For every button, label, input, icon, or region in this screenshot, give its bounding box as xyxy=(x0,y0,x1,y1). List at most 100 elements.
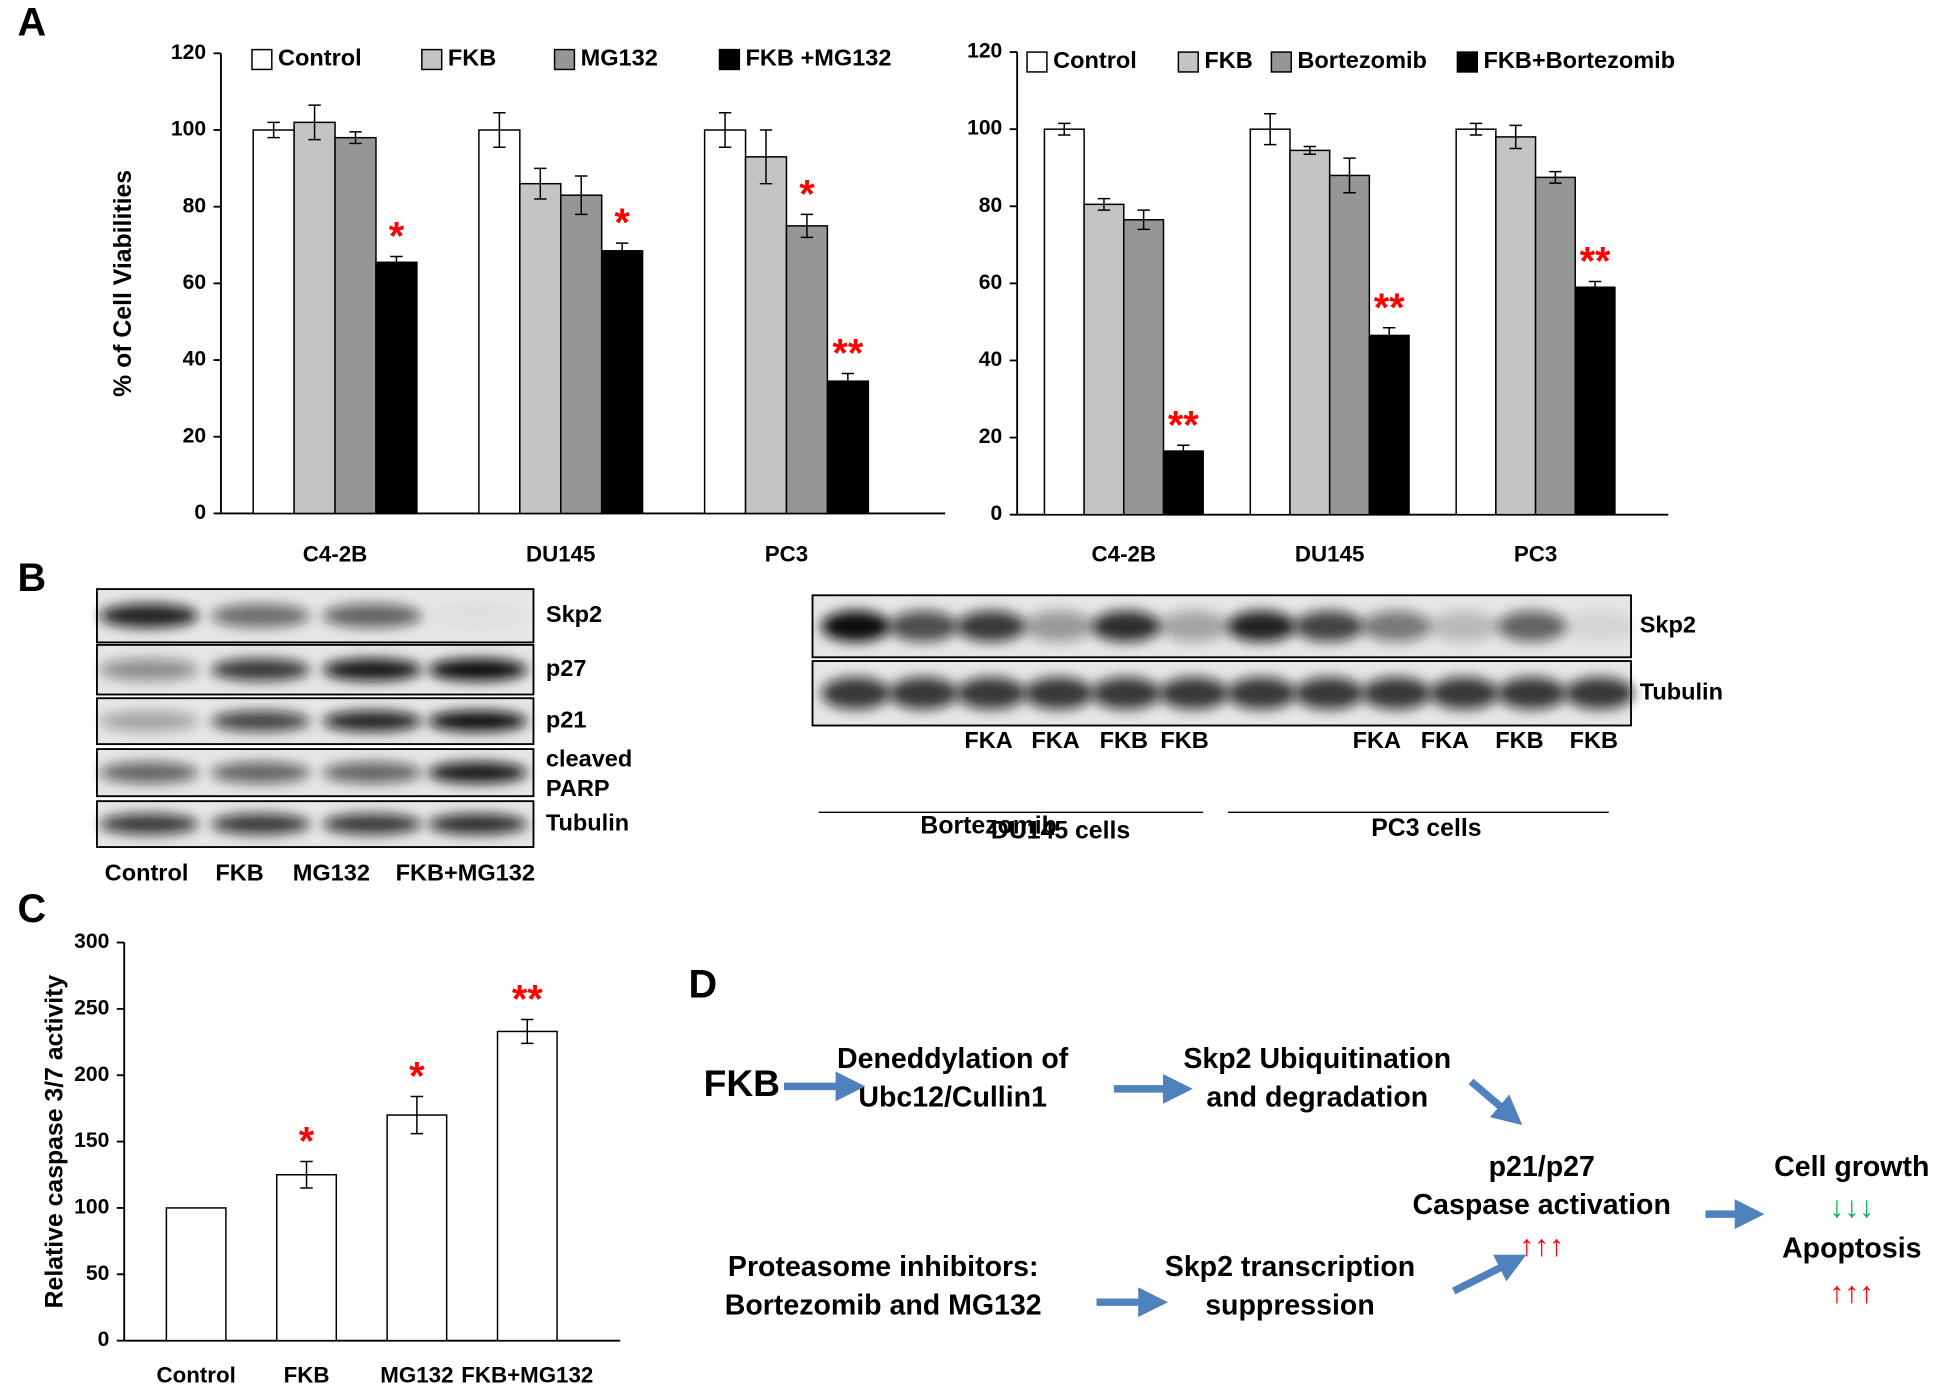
bar xyxy=(1289,149,1331,516)
bar xyxy=(1534,176,1576,516)
y-tick-label: 120 xyxy=(967,40,1002,63)
bar xyxy=(386,1114,448,1342)
blot-band xyxy=(1159,610,1229,642)
bar xyxy=(1249,128,1291,516)
x-tick-label: DU145 xyxy=(1295,541,1364,566)
blot-lane-label: Control xyxy=(105,860,189,886)
bar xyxy=(600,250,644,515)
y-tick-label: 40 xyxy=(979,348,1002,371)
bar xyxy=(165,1207,227,1342)
blot-band xyxy=(1159,677,1229,710)
blot-band xyxy=(322,658,422,681)
blot-band xyxy=(888,610,959,642)
diagram-text: Bortezomib and MG132 xyxy=(725,1290,1042,1322)
diagram-text: Cell growth xyxy=(1774,1151,1929,1183)
bar xyxy=(334,136,377,515)
blot-band xyxy=(1091,610,1162,642)
blot-band xyxy=(1023,610,1094,642)
bar xyxy=(1368,334,1410,516)
y-tick-label: 100 xyxy=(74,1195,109,1218)
y-axis-label: % of Cell Viabilities xyxy=(110,170,137,397)
error-bar xyxy=(759,129,773,185)
blot-band xyxy=(821,610,891,642)
blot-row-label: Tubulin xyxy=(546,809,629,835)
bar xyxy=(293,121,336,515)
blot-row-label: PARP xyxy=(546,775,610,801)
blot-band xyxy=(1226,677,1297,710)
x-tick-label: C4-2B xyxy=(303,541,367,566)
blot-band xyxy=(1091,677,1162,710)
diagram-text: and degradation xyxy=(1206,1081,1428,1113)
blot-band xyxy=(428,604,527,628)
blot-row-label: Skp2 xyxy=(1640,612,1696,638)
blot-lane-label: FKB xyxy=(215,860,263,886)
blot-band xyxy=(1226,610,1297,642)
significance: ** xyxy=(1580,240,1611,284)
legend-swatch xyxy=(1270,51,1292,73)
blot-band xyxy=(211,813,311,835)
significance: * xyxy=(799,172,815,216)
bar xyxy=(1495,136,1537,516)
legend-label: FKB xyxy=(448,45,496,71)
y-tick-label: 300 xyxy=(74,930,109,953)
blot-band xyxy=(956,677,1026,710)
legend-label: Control xyxy=(1053,47,1137,73)
diagram-arrow xyxy=(1452,1254,1527,1295)
legend-swatch xyxy=(1456,51,1478,73)
significance: * xyxy=(614,201,630,245)
legend-swatch xyxy=(718,48,741,71)
blot-lane-label: FKB xyxy=(1570,727,1618,753)
significance: * xyxy=(409,1055,425,1099)
blot-row-label: Tubulin xyxy=(1640,678,1723,704)
error-bar xyxy=(1588,280,1602,294)
y-tick-label: 0 xyxy=(991,502,1003,525)
group-label: Bortezomib xyxy=(920,813,1056,840)
blot-lane-label: FKA xyxy=(964,727,1012,753)
diagram-arrow xyxy=(1468,1078,1523,1126)
blot-lane-label: FKA xyxy=(1031,727,1079,753)
legend-label: FKB xyxy=(1204,47,1252,73)
legend-swatch xyxy=(421,48,443,71)
bar xyxy=(276,1174,338,1342)
legend-swatch xyxy=(1026,51,1048,73)
y-tick-label: 60 xyxy=(183,271,206,294)
legend-label: MG132 xyxy=(581,45,658,71)
blot-row-label: cleaved xyxy=(546,745,632,771)
error-bar xyxy=(521,1018,534,1045)
blot-band xyxy=(1564,677,1635,710)
error-bar xyxy=(1303,145,1317,155)
bar xyxy=(478,129,521,515)
blot-band xyxy=(1564,610,1635,642)
y-tick-label: 0 xyxy=(98,1328,110,1351)
blot-band xyxy=(322,603,422,628)
significance: * xyxy=(389,215,405,259)
x-tick-label: FKB xyxy=(284,1362,330,1387)
x-tick-label: C4-2B xyxy=(1092,541,1156,566)
error-bar xyxy=(1177,444,1190,458)
error-bar xyxy=(300,1160,313,1189)
legend-label: Control xyxy=(278,45,362,71)
y-tick-label: 0 xyxy=(194,501,206,524)
blot-band xyxy=(1294,610,1364,642)
error-bar xyxy=(1469,122,1483,136)
blot-band xyxy=(211,762,311,784)
blot-row-label: p21 xyxy=(546,706,587,732)
bar xyxy=(1162,450,1204,516)
panel-label: C xyxy=(18,887,47,931)
blot-band xyxy=(99,603,199,628)
blot-strip xyxy=(96,588,535,644)
diagram-text: p21/p27 xyxy=(1489,1151,1595,1183)
blot-band xyxy=(99,710,199,732)
error-bar xyxy=(267,121,280,139)
y-tick-label: 80 xyxy=(979,194,1002,217)
y-tick-label: 150 xyxy=(74,1129,109,1152)
blot-lane-label: MG132 xyxy=(293,860,370,886)
bar xyxy=(744,156,788,515)
diagram-text: Deneddylation of xyxy=(837,1043,1069,1075)
blot-band xyxy=(1361,610,1432,642)
panel-label: A xyxy=(18,0,47,44)
significance: ** xyxy=(512,978,543,1022)
blot-band xyxy=(99,813,199,835)
error-bar xyxy=(1097,197,1111,211)
x-tick-label: Control xyxy=(156,1362,235,1387)
